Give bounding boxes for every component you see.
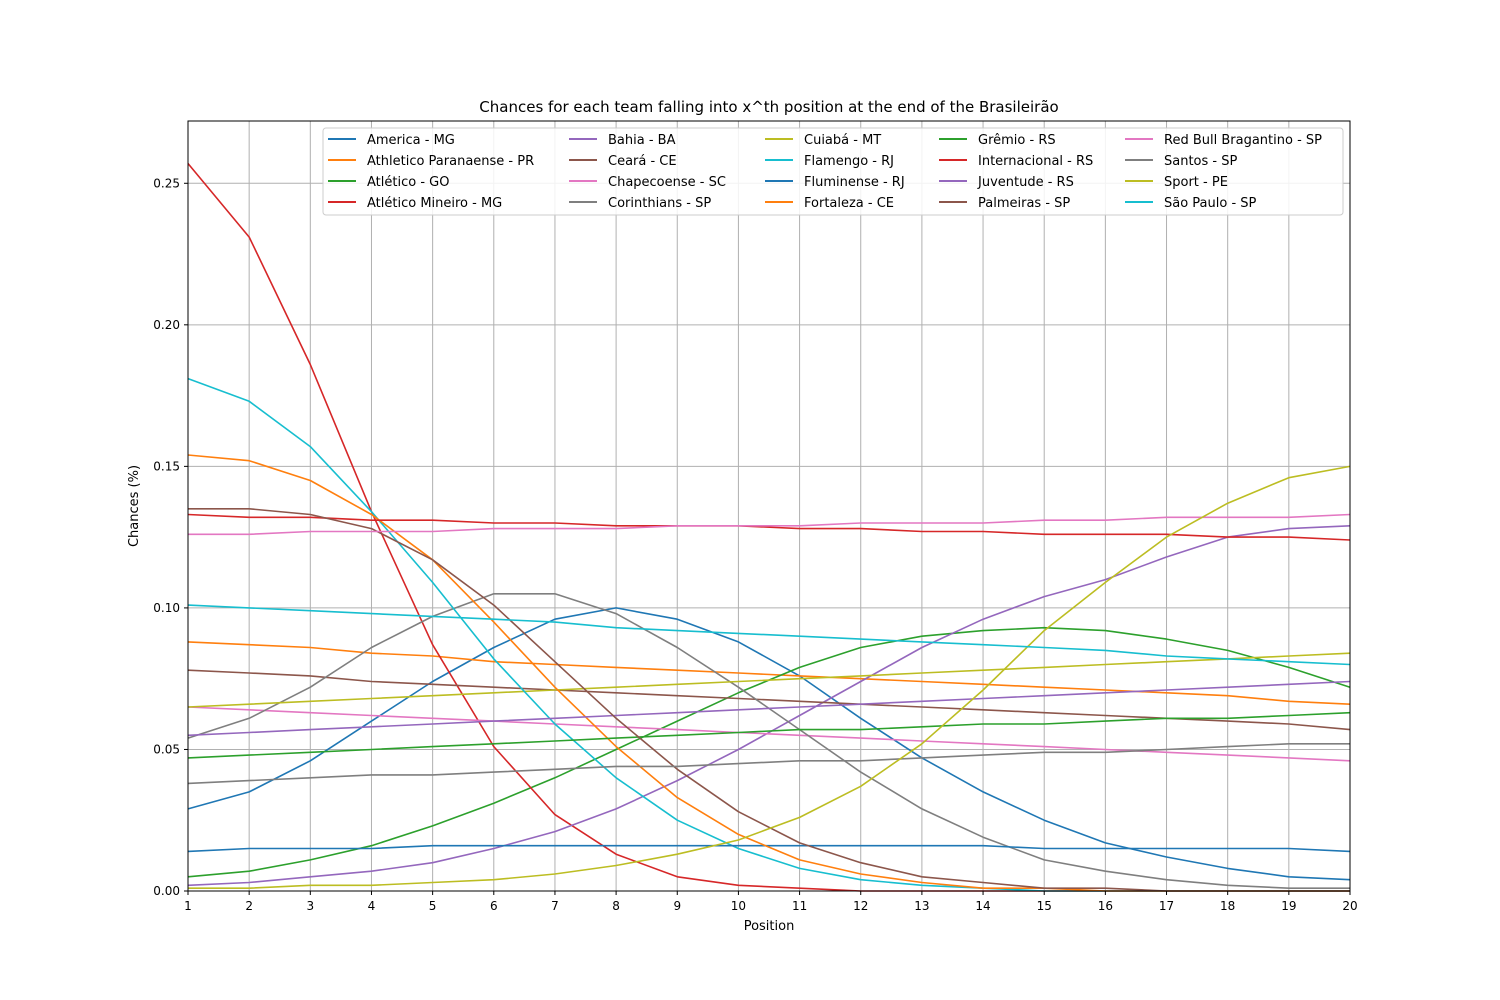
legend-entry: Santos - SP <box>1164 154 1237 169</box>
y-tick-label: 0.10 <box>153 601 180 615</box>
series-line-11 <box>187 844 1351 853</box>
x-tick-label: 9 <box>673 899 681 913</box>
legend-entry: Athletico Paranaense - PR <box>367 154 534 169</box>
legend-entry: Atlético - GO <box>367 175 449 190</box>
x-tick-label: 14 <box>975 899 990 913</box>
legend-entry: Internacional - RS <box>978 154 1093 169</box>
x-tick-label: 4 <box>368 899 376 913</box>
legend-entry: Red Bull Bragantino - SP <box>1164 133 1322 148</box>
legend-entry: Atlético Mineiro - MG <box>367 196 502 211</box>
legend-entry: Juventude - RS <box>977 175 1074 190</box>
legend-entry: Sport - PE <box>1164 175 1228 190</box>
y-tick-label: 0.00 <box>153 884 180 898</box>
series-line-14 <box>187 513 1351 541</box>
legend-entry: Chapecoense - SC <box>608 175 726 190</box>
legend-entry: America - MG <box>367 133 455 148</box>
series-line-9 <box>187 652 1351 708</box>
legend-entry: Flamengo - RJ <box>804 154 894 169</box>
x-tick-label: 8 <box>612 899 620 913</box>
x-tick-label: 6 <box>490 899 498 913</box>
series-line-6 <box>187 669 1351 731</box>
series-line-5 <box>187 525 1351 887</box>
x-tick-label: 5 <box>429 899 437 913</box>
series-line-19 <box>188 465 1351 890</box>
series-line-15 <box>187 680 1351 737</box>
x-tick-label: 16 <box>1098 899 1113 913</box>
x-axis-label: Position <box>744 919 795 934</box>
x-tick-label: 15 <box>1037 899 1052 913</box>
x-tick-label: 11 <box>792 899 807 913</box>
x-tick-label: 20 <box>1342 899 1357 913</box>
series-line-18 <box>187 742 1350 785</box>
chart-title: Chances for each team falling into x^th … <box>479 98 1058 116</box>
y-tick-label: 0.25 <box>153 176 180 190</box>
plot-area <box>187 162 1351 892</box>
legend-entry: São Paulo - SP <box>1164 196 1257 211</box>
y-tick-label: 0.20 <box>153 318 180 332</box>
legend-entry: Palmeiras - SP <box>978 196 1070 211</box>
legend-entry: Fluminense - RJ <box>804 175 905 190</box>
x-tick-label: 19 <box>1281 899 1296 913</box>
x-tick-label: 7 <box>551 899 559 913</box>
x-tick-label: 1 <box>184 899 192 913</box>
legend-box <box>322 127 1344 216</box>
x-tick-label: 3 <box>306 899 314 913</box>
series-line-7 <box>187 706 1351 762</box>
series-line-2 <box>187 641 1351 705</box>
x-tick-label: 10 <box>731 899 746 913</box>
x-tick-label: 17 <box>1159 899 1174 913</box>
legend-entry: Cuiabá - MT <box>804 133 881 148</box>
x-tick-label: 18 <box>1220 899 1235 913</box>
x-tick-label: 2 <box>245 899 253 913</box>
series-line-1 <box>187 607 1351 881</box>
legend-entry: Fortaleza - CE <box>804 196 894 211</box>
series-line-20 <box>187 604 1351 666</box>
y-tick-label: 0.15 <box>153 459 180 473</box>
legend-entry: Corinthians - SP <box>608 196 711 211</box>
series-line-13 <box>187 711 1351 759</box>
legend-entry: Ceará - CE <box>608 154 677 169</box>
ticks: 1 2 3 4 5 6 7 8 9 10 11 12 13 14 15 16 17 18 19 200.000.050… <box>153 176 1357 913</box>
y-tick-label: 0.05 <box>153 742 180 756</box>
x-tick-label: 13 <box>914 899 929 913</box>
axes-frame <box>187 120 1351 892</box>
legend: America - MG Athletico Paranaense - PR Atl… <box>322 127 1344 216</box>
x-tick-label: 12 <box>853 899 868 913</box>
legend-entry: Grêmio - RS <box>978 133 1056 148</box>
y-axis-label: Chances (%) <box>127 465 142 547</box>
legend-entry: Bahia - BA <box>608 133 676 148</box>
series-line-17 <box>188 513 1351 536</box>
series-line-8 <box>187 592 1350 890</box>
